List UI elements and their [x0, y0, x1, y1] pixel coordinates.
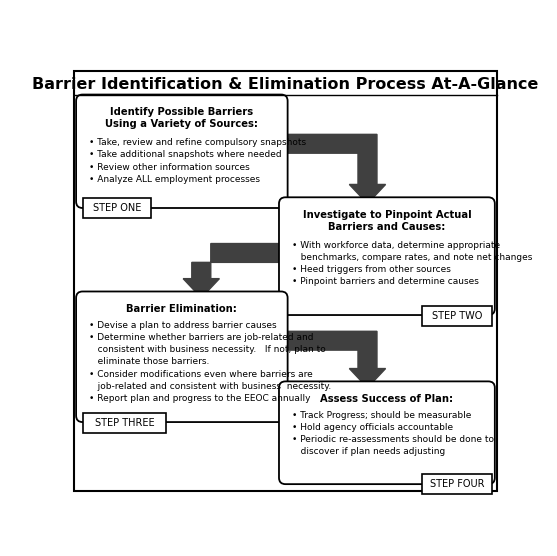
Text: STEP ONE: STEP ONE	[93, 203, 141, 213]
FancyBboxPatch shape	[422, 474, 492, 494]
FancyBboxPatch shape	[76, 95, 287, 208]
FancyBboxPatch shape	[76, 291, 287, 422]
Text: Barrier Identification & Elimination Process At-A-Glance: Barrier Identification & Elimination Pro…	[32, 77, 539, 92]
FancyBboxPatch shape	[74, 71, 497, 490]
Text: STEP TWO: STEP TWO	[432, 311, 482, 321]
FancyBboxPatch shape	[84, 198, 151, 218]
Text: • Track Progress; should be measurable
• Hold agency officials accountable
• Per: • Track Progress; should be measurable •…	[292, 411, 494, 456]
Text: Barrier Elimination:: Barrier Elimination:	[126, 304, 237, 314]
Text: Assess Success of Plan:: Assess Success of Plan:	[320, 394, 453, 404]
FancyBboxPatch shape	[422, 306, 492, 326]
Text: Identify Possible Barriers
Using a Variety of Sources:: Identify Possible Barriers Using a Varie…	[105, 107, 258, 129]
Polygon shape	[281, 331, 385, 388]
FancyBboxPatch shape	[279, 197, 495, 315]
Text: • Take, review and refine compulsory snapshots
• Take additional snapshots where: • Take, review and refine compulsory sna…	[89, 138, 306, 183]
Polygon shape	[281, 135, 385, 203]
Text: • Devise a plan to address barrier causes
• Determine whether barriers are job-r: • Devise a plan to address barrier cause…	[89, 321, 331, 403]
FancyBboxPatch shape	[279, 381, 495, 484]
Text: • With workforce data, determine appropriate
   benchmarks, compare rates, and n: • With workforce data, determine appropr…	[292, 241, 532, 286]
FancyBboxPatch shape	[84, 413, 166, 433]
Text: STEP FOUR: STEP FOUR	[430, 479, 484, 489]
Text: STEP THREE: STEP THREE	[95, 418, 154, 428]
Text: Investigate to Pinpoint Actual
Barriers and Causes:: Investigate to Pinpoint Actual Barriers …	[302, 210, 471, 232]
Polygon shape	[183, 244, 285, 298]
